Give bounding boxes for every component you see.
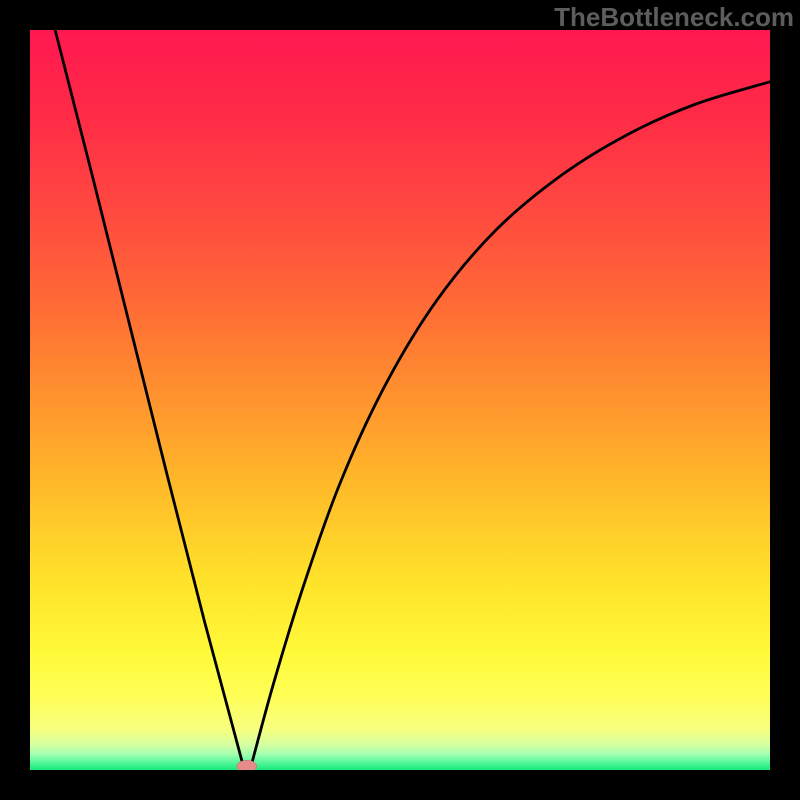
stage: TheBottleneck.com <box>0 0 800 800</box>
plot-svg <box>30 30 770 770</box>
watermark-text: TheBottleneck.com <box>554 2 794 33</box>
plot-area <box>30 30 770 770</box>
minimum-marker <box>237 760 257 770</box>
plot-background <box>30 30 770 770</box>
